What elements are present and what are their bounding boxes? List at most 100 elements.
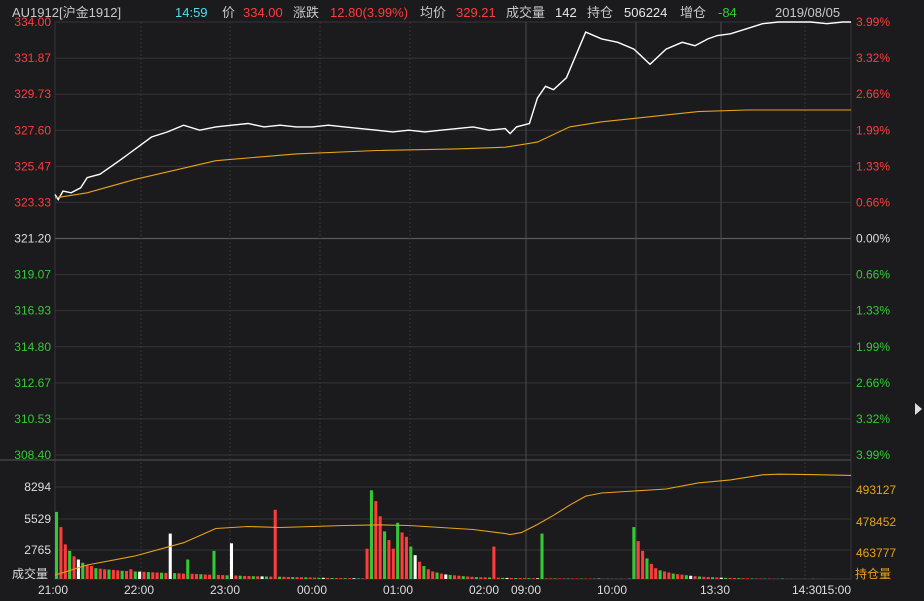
volume-tick-label: 5529 [24,512,51,526]
time-tick-label: 13:30 [700,583,730,597]
volume-bar [487,577,492,579]
percent-tick-label: 2.66% [856,376,890,390]
volume-bar [431,571,435,579]
volume-bar [549,578,553,579]
volume-bar [299,577,303,579]
volume-bar [645,558,649,579]
percent-tick-label: 0.66% [856,268,890,282]
percent-tick-label: 3.99% [856,15,890,29]
percent-tick-label: 3.32% [856,51,890,65]
volume-bar [383,531,387,579]
average-price-line [54,109,851,199]
volume-bar [531,578,535,579]
price-axis-ticks: 334.00 331.87 329.73 327.60 325.47 323.33 321.… [14,15,51,557]
volume-bar [72,556,76,579]
volume-bar [159,572,164,579]
oi-change-label: 增仓 [680,5,707,20]
volume-bar [81,562,85,579]
volume-bar [138,571,142,579]
volume-bar [750,578,754,579]
volume-bar [295,577,299,579]
quote-header: AU1912[沪金1912] 14:59 价 334.00 涨跌 12.80(3… [0,4,870,22]
volume-bar [522,578,527,579]
volume-bar [557,578,562,579]
avg-price: 329.21 [456,5,496,20]
volume-bar [155,572,159,579]
time-tick-label: 23:00 [210,583,240,597]
price-tick-label: 308.40 [14,448,51,462]
volume-bar [496,577,500,579]
volume-bar [369,490,373,579]
volume-bar [129,569,133,579]
volume-tick-label: 8294 [24,480,51,494]
percent-tick-label: 1.99% [856,340,890,354]
percent-tick-label: 2.66% [856,87,890,101]
open-interest-tick-label: 463777 [856,546,896,560]
volume-bar [304,577,308,579]
volume-bar [492,546,496,579]
volume-bar [374,501,378,579]
volume-bar [85,564,89,579]
volume-axis-label: 成交量 [12,566,48,581]
price-tick-label: 312.67 [14,376,51,390]
volume-bar [435,572,439,579]
chart-series [54,21,852,576]
price-line [54,21,851,201]
volume-bar [243,575,247,579]
volume-bar [470,576,474,579]
volume-bar [194,574,199,579]
time-tick-label: 10:00 [597,583,627,597]
volume-bar [229,543,234,579]
volume-bar [173,573,177,579]
volume-bar [251,576,255,579]
volume-bar [247,576,251,579]
volume-bar [658,570,662,579]
collapse-arrow-icon[interactable] [915,403,922,415]
volume-bar [509,577,513,579]
percent-tick-label: 0.66% [856,195,890,209]
volume-bar [715,577,719,579]
volume-bar [413,555,417,579]
volume-bar [409,546,413,579]
time-tick-label: 00:00 [297,583,327,597]
volume-bar [724,577,728,579]
price-tick-label: 314.80 [14,340,51,354]
price-tick-label: 323.33 [14,195,51,209]
price-change: 12.80(3.99%) [330,5,409,20]
volume-bar [453,575,457,579]
volume-bar [396,522,400,579]
percent-tick-label: 1.33% [856,159,890,173]
volume-bar [732,578,736,579]
oi-change-value: -84 [718,5,737,20]
volume-bar [361,578,365,579]
volume-bar [151,572,155,579]
volume-tick-label: 2765 [24,543,51,557]
volume-bar [238,575,242,579]
volume-bar [544,578,548,579]
volume-bar [711,577,715,579]
price-label: 价 [222,5,236,20]
volume-bar [378,516,382,579]
volume-bar [98,568,102,579]
volume-bar [177,573,181,579]
volume-bar [684,575,688,579]
volume-bar [76,559,80,579]
volume-bar [264,576,268,579]
volume-bar [221,575,225,579]
price-tick-label: 325.47 [14,159,51,173]
time-tick-label: 15:00 [821,583,851,597]
time-tick-label: 01:00 [383,583,413,597]
percent-axis-ticks: 3.99% 3.32% 2.66% 1.99% 1.33% 0.66% 0.00% 0.66%… [856,15,896,560]
volume-bar [326,577,330,579]
volume-bar [387,540,391,579]
price-tick-label: 321.20 [14,232,51,246]
volume-bar [404,536,408,579]
volume-bar [689,575,693,579]
open-interest-line [54,473,852,576]
volume-bar [352,578,356,579]
volume-bar [461,576,465,579]
volume-bar [741,578,745,579]
change-label: 涨跌 [293,5,320,20]
volume-bar [273,509,277,579]
